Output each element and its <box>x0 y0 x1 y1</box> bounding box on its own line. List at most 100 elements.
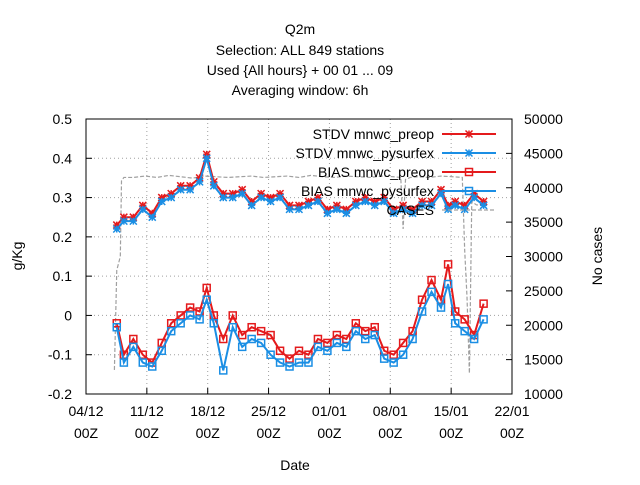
data-point <box>285 205 294 214</box>
data-point <box>389 205 398 214</box>
data-point <box>138 350 148 359</box>
data-point <box>294 201 304 210</box>
data-point <box>450 307 460 316</box>
y-axis-label: g/Kg <box>9 242 25 271</box>
data-point <box>176 185 185 194</box>
y2-tick-label: 15000 <box>524 352 563 368</box>
series-stdv-mnwc-preop <box>112 150 488 230</box>
x-tick-label: 25/12 <box>251 403 286 419</box>
data-point <box>129 217 138 226</box>
data-point <box>464 186 474 196</box>
data-point <box>370 201 379 210</box>
data-point <box>294 358 304 367</box>
data-point <box>408 209 417 218</box>
y2-tick-label: 40000 <box>524 180 563 196</box>
data-point <box>398 338 408 348</box>
data-point <box>332 330 342 340</box>
data-point <box>361 193 370 202</box>
y-tick-label: 0.4 <box>53 150 73 166</box>
data-point <box>399 205 408 214</box>
data-point <box>266 350 275 359</box>
data-point <box>451 201 460 210</box>
data-point <box>460 201 469 210</box>
y-tick-label: 0.2 <box>53 229 73 245</box>
data-point <box>266 330 275 340</box>
chart-title: Q2m Selection: ALL 849 stations Used {Al… <box>207 21 394 98</box>
data-point <box>112 224 121 234</box>
data-point <box>436 189 446 198</box>
data-point <box>275 358 285 367</box>
data-point <box>436 303 446 312</box>
data-point <box>129 342 138 352</box>
series-cases <box>113 174 484 374</box>
data-point <box>313 342 323 352</box>
data-point <box>285 362 294 371</box>
data-point <box>436 295 446 304</box>
y2-tick-label: 50000 <box>524 111 563 127</box>
data-point <box>304 350 313 359</box>
data-point <box>389 350 398 359</box>
data-point <box>370 322 379 332</box>
data-point <box>228 189 237 198</box>
y-tick-label: -0.1 <box>48 347 72 363</box>
data-point <box>304 201 313 210</box>
data-point <box>176 181 185 190</box>
data-point <box>389 209 398 218</box>
data-point <box>148 362 157 371</box>
data-point <box>228 193 237 202</box>
data-point <box>450 319 460 328</box>
title-line-1: Q2m <box>285 21 315 37</box>
data-point <box>332 201 341 210</box>
data-point <box>202 283 211 293</box>
data-point <box>138 358 148 367</box>
data-point <box>247 201 256 210</box>
data-point <box>129 213 138 222</box>
legend-item: STDV mnwc_pysurfex <box>296 145 496 161</box>
data-point <box>247 334 256 344</box>
data-point <box>427 287 436 297</box>
data-point <box>285 201 294 210</box>
data-point <box>256 326 266 336</box>
cases-series <box>113 174 484 374</box>
legend-item: BIAS mnwc_preop <box>318 164 496 180</box>
data-point <box>323 338 332 348</box>
x-tick-label: 00Z <box>74 425 99 441</box>
data-point <box>436 185 446 194</box>
data-point <box>464 167 474 177</box>
data-point <box>266 193 275 202</box>
data-point <box>257 193 266 202</box>
data-point <box>209 181 218 190</box>
data-point <box>451 197 460 206</box>
data-point <box>237 342 247 352</box>
series-layer <box>112 150 488 375</box>
data-point <box>399 201 408 210</box>
data-point <box>342 334 351 344</box>
data-point <box>157 197 166 206</box>
data-point <box>444 201 453 210</box>
data-point <box>361 334 370 344</box>
data-point <box>219 193 228 202</box>
data-point <box>157 193 166 202</box>
data-point <box>275 346 285 356</box>
data-point <box>276 189 285 198</box>
data-point <box>167 189 176 198</box>
data-point <box>464 129 474 139</box>
x-tick-label: 01/01 <box>312 403 347 419</box>
data-point <box>443 279 453 289</box>
series-stdv-mnwc-pysurfex <box>112 154 488 234</box>
data-point <box>185 311 195 320</box>
data-point <box>185 303 195 312</box>
data-point <box>418 201 427 210</box>
data-point <box>417 307 427 316</box>
series-bias-mnwc-pysurfex <box>112 279 488 375</box>
data-point <box>238 189 247 198</box>
y-tick-label: 0.1 <box>53 268 73 284</box>
data-point <box>129 334 138 344</box>
data-point <box>427 275 436 285</box>
data-point <box>370 197 379 206</box>
data-point <box>202 295 211 304</box>
data-point <box>209 319 219 328</box>
data-point <box>332 338 342 348</box>
